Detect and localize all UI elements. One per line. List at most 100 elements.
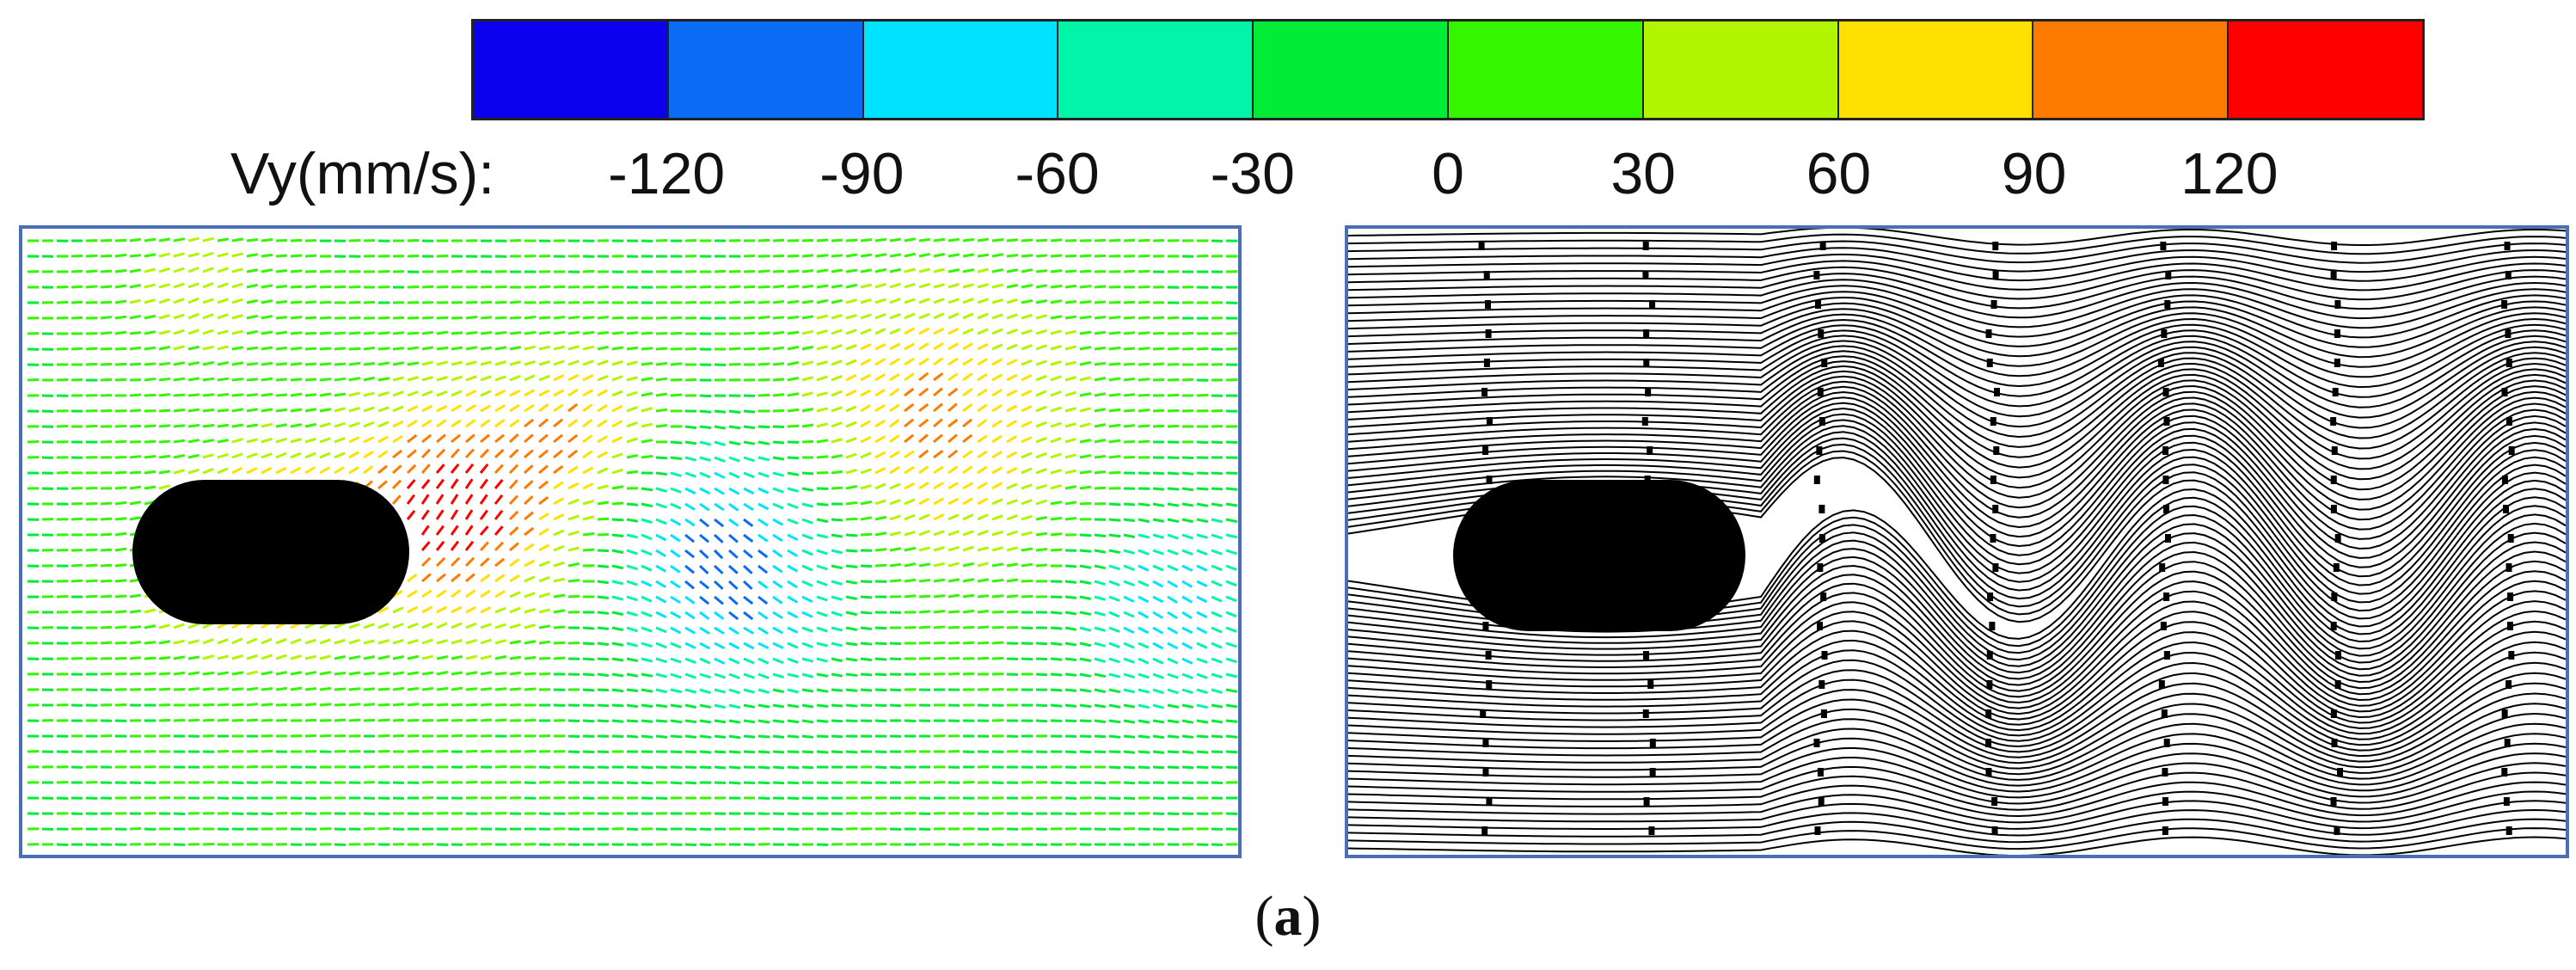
velocity-vector [1152, 595, 1164, 604]
tracer-marker [2501, 768, 2508, 777]
velocity-vector [597, 549, 610, 553]
velocity-vector [889, 267, 902, 273]
velocity-vector [757, 611, 769, 620]
velocity-vector [860, 404, 871, 413]
velocity-vector [1050, 469, 1062, 475]
velocity-vector [582, 548, 595, 552]
velocity-vector [801, 688, 814, 693]
velocity-vector [508, 464, 519, 475]
velocity-vector [918, 312, 930, 320]
velocity-vector [407, 719, 420, 722]
velocity-vector [933, 578, 946, 583]
velocity-vector [1108, 470, 1121, 475]
velocity-vector [421, 654, 434, 660]
velocity-vector [626, 470, 639, 475]
velocity-vector [480, 419, 491, 428]
velocity-vector [392, 361, 405, 366]
velocity-vector [1079, 422, 1091, 428]
velocity-vector [129, 362, 142, 366]
velocity-vector [304, 734, 317, 738]
velocity-vector [1050, 406, 1062, 413]
velocity-vector [129, 516, 142, 521]
velocity-vector [904, 298, 916, 304]
velocity-vector [1123, 734, 1136, 739]
velocity-vector [655, 564, 667, 573]
velocity-vector [977, 578, 990, 583]
velocity-vector [714, 471, 726, 479]
velocity-vector [991, 530, 1003, 537]
velocity-vector [1021, 594, 1033, 599]
velocity-vector [509, 574, 520, 583]
velocity-vector [904, 433, 915, 444]
velocity-vector [1079, 688, 1092, 693]
velocity-vector [597, 580, 610, 585]
velocity-vector [290, 254, 303, 258]
velocity-vector [1196, 487, 1209, 491]
velocity-vector [582, 657, 595, 661]
velocity-vector [524, 640, 537, 645]
velocity-vector [1196, 347, 1209, 351]
velocity-vector [464, 540, 475, 551]
velocity-vector [684, 672, 696, 679]
velocity-vector [509, 403, 520, 413]
velocity-vector [1181, 502, 1194, 507]
colorbar-tick-label: -120 [608, 141, 726, 206]
velocity-vector [1225, 518, 1238, 524]
velocity-vector [275, 466, 287, 475]
velocity-vector [1035, 269, 1048, 273]
velocity-vector [670, 362, 683, 366]
velocity-vector [641, 361, 653, 366]
velocity-vector [611, 595, 623, 601]
velocity-vector [918, 465, 929, 475]
velocity-vector [480, 346, 493, 351]
velocity-vector [1094, 285, 1107, 289]
velocity-vector [261, 422, 273, 428]
velocity-vector [626, 688, 639, 692]
velocity-vector [816, 688, 829, 693]
velocity-vector [319, 638, 331, 645]
tracer-marker [2165, 271, 2172, 279]
velocity-vector [641, 347, 653, 351]
tracer-marker [1486, 476, 1493, 484]
streamline [1348, 370, 2566, 491]
velocity-vector [874, 563, 887, 568]
velocity-vector [158, 656, 171, 660]
velocity-vector [1108, 331, 1121, 335]
velocity-vector [641, 422, 653, 428]
velocity-vector [334, 377, 347, 382]
velocity-vector [231, 687, 244, 691]
velocity-vector [611, 657, 624, 662]
velocity-vector [538, 374, 550, 382]
tracer-marker [1990, 417, 1996, 426]
velocity-vector [129, 393, 142, 397]
velocity-vector [772, 518, 784, 526]
velocity-vector [1079, 470, 1092, 475]
velocity-vector [977, 641, 990, 645]
velocity-vector [158, 623, 170, 629]
velocity-vector [977, 388, 988, 397]
velocity-vector [991, 343, 1003, 351]
velocity-vector [231, 718, 244, 722]
velocity-vector [509, 671, 522, 676]
velocity-vector [173, 345, 185, 351]
velocity-vector [523, 495, 534, 506]
velocity-vector [860, 657, 873, 661]
velocity-vector [801, 657, 813, 663]
velocity-vector [1196, 703, 1209, 709]
velocity-vector [1035, 238, 1048, 242]
velocity-vector [129, 470, 142, 475]
velocity-vector [977, 358, 988, 366]
velocity-vector [1079, 672, 1092, 678]
velocity-vector [874, 626, 887, 630]
velocity-vector [246, 408, 259, 413]
velocity-vector [202, 251, 214, 258]
velocity-vector [114, 563, 127, 568]
tracer-marker [1991, 826, 1998, 835]
velocity-vector [845, 421, 857, 428]
velocity-vector [1152, 502, 1165, 507]
velocity-vector [508, 494, 519, 506]
tracer-marker [1820, 709, 1827, 718]
velocity-vector [977, 372, 988, 382]
velocity-vector [991, 373, 1003, 382]
velocity-vector [1006, 578, 1019, 583]
